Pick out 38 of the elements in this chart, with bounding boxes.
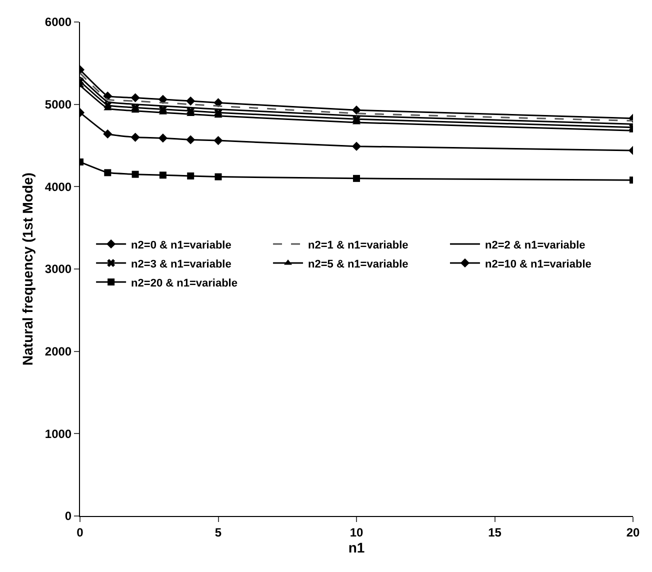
x-tick-label: 20 xyxy=(626,525,640,540)
y-tick-label: 3000 xyxy=(44,262,72,276)
point xyxy=(132,170,139,178)
x-axis-title: n1 xyxy=(348,540,365,556)
point xyxy=(352,106,362,115)
legend-label: n2=10 & n1=variable xyxy=(484,258,592,270)
point xyxy=(158,94,168,104)
legend-label: n2=1 & n1=variable xyxy=(308,239,408,252)
y-tick-label: 1000 xyxy=(44,426,72,441)
point xyxy=(352,142,362,151)
legend-label: n2=3 & n1=variable xyxy=(131,258,232,270)
x-tick-label: 10 xyxy=(350,525,364,540)
point xyxy=(186,135,196,144)
legend-label: n2=0 & n1=variable xyxy=(131,239,232,252)
point xyxy=(214,136,223,146)
legend-label: n2=5 & n1=variable xyxy=(308,258,408,270)
point xyxy=(353,174,360,182)
point xyxy=(103,129,112,139)
y-axis-title: Natural frequency (1st Mode) xyxy=(19,172,36,366)
point xyxy=(130,93,140,102)
point xyxy=(104,169,112,176)
y-tick-label: 2000 xyxy=(44,344,72,359)
point xyxy=(158,134,168,143)
point xyxy=(159,172,166,179)
point xyxy=(214,98,223,108)
x-tick-label: 0 xyxy=(76,525,84,540)
y-tick-label: 4000 xyxy=(44,180,72,194)
y-tick-label: 0 xyxy=(64,509,72,524)
point xyxy=(186,96,196,106)
point xyxy=(130,132,140,142)
y-tick-label: 6000 xyxy=(44,15,72,30)
x-tick-label: 15 xyxy=(488,525,502,540)
y-tick-label: 5000 xyxy=(44,98,72,112)
legend-label: n2=20 & n1=variable xyxy=(131,277,238,290)
point xyxy=(214,173,222,180)
legend-label: n2=2 & n1=variable xyxy=(484,239,586,252)
x-tick-label: 5 xyxy=(214,525,222,540)
point xyxy=(187,172,194,180)
